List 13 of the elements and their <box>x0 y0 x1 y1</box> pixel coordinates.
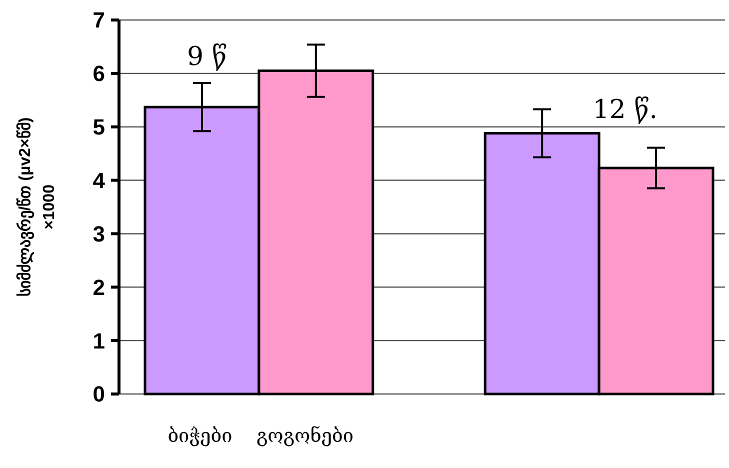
y-tick-label: 7 <box>92 8 105 33</box>
y-tick-label: 3 <box>92 221 105 246</box>
y-tick-label: 2 <box>92 274 105 300</box>
y-tick-label: 4 <box>92 168 106 193</box>
series-label: ბიჭები <box>168 425 232 447</box>
y-axis-title: სიმძლავრე/წთ (μv2×წმ) ×1000 <box>16 117 58 297</box>
y-tick-label: 6 <box>92 61 105 86</box>
annotation: 9 წ <box>187 42 227 72</box>
annotation: 12 წ. <box>592 94 658 125</box>
y-tick-label: 5 <box>92 114 105 140</box>
y-tick-label: 0 <box>92 382 105 407</box>
series-label: გოგონები <box>256 425 354 447</box>
y-tick-label: 1 <box>92 328 105 354</box>
